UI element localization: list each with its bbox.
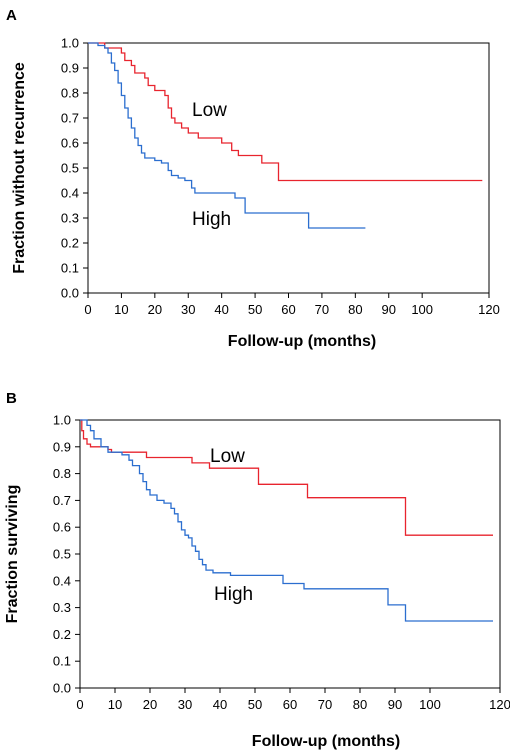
x-tick-label: 30 [181, 302, 195, 317]
y-tick-label: 0.1 [53, 654, 71, 669]
series-label-low: Low [192, 100, 227, 121]
y-tick-label: 0.6 [53, 520, 71, 535]
y-tick-label: 0.0 [53, 681, 71, 696]
x-tick-label: 90 [388, 697, 402, 712]
y-tick-label: 0.2 [53, 627, 71, 642]
chart-panel-a: A 0.0 0.1 0.2 0.3 0.4 0.5 0.6 0.7 0.8 0.9 1.0 0 10 20 3… [6, 7, 500, 350]
series-label-high: High [192, 209, 231, 230]
x-axis-title: Follow-up (months) [228, 333, 376, 350]
y-tick-label: 1.0 [61, 36, 79, 51]
km-curve-low [80, 419, 493, 536]
y-tick-label: 0.1 [61, 261, 79, 276]
y-tick-label: 0.9 [53, 439, 71, 454]
km-curve-high [80, 419, 493, 622]
y-tick-label: 0.5 [61, 161, 79, 176]
y-tick-label: 0.3 [61, 211, 79, 226]
x-tick-label: 30 [178, 697, 192, 712]
x-tick-label: 80 [348, 302, 362, 317]
x-tick-label: 10 [114, 302, 128, 317]
x-tick-label: 100 [419, 697, 441, 712]
x-tick-label: 40 [213, 697, 227, 712]
x-tick-label: 0 [84, 302, 91, 317]
x-tick-label: 60 [281, 302, 295, 317]
x-tick-label: 40 [214, 302, 228, 317]
y-tick-label: 0.3 [53, 600, 71, 615]
y-tick-label: 0.8 [53, 466, 71, 481]
x-tick-label: 90 [382, 302, 396, 317]
x-tick-label: 10 [108, 697, 122, 712]
plot-frame [79, 419, 501, 689]
x-tick-label: 50 [248, 302, 262, 317]
y-tick-label: 0.7 [61, 111, 79, 126]
x-tick-label: 120 [489, 697, 510, 712]
km-curve-low [88, 42, 483, 182]
y-tick-label: 0.9 [61, 61, 79, 76]
series-label-high: High [214, 584, 253, 605]
y-tick-label: 0.4 [53, 573, 71, 588]
x-axis-title: Follow-up (months) [252, 733, 400, 750]
x-tick-label: 80 [353, 697, 367, 712]
y-tick-label: 0.8 [61, 86, 79, 101]
x-tick-label: 50 [248, 697, 262, 712]
panel-letter: A [6, 7, 17, 24]
y-tick-label: 1.0 [53, 413, 71, 428]
y-tick-label: 0.6 [61, 136, 79, 151]
panel-letter: B [6, 390, 17, 407]
y-tick-label: 0.5 [53, 547, 71, 562]
y-axis-title: Fraction surviving [4, 485, 21, 624]
x-tick-label: 70 [318, 697, 332, 712]
x-tick-label: 60 [283, 697, 297, 712]
x-tick-label: 100 [411, 302, 433, 317]
y-tick-label: 0.2 [61, 236, 79, 251]
y-axis-title: Fraction without recurrence [11, 62, 28, 274]
chart-panel-b: B 0.0 0.1 0.2 0.3 0.4 0.5 0.6 0.7 0.8 0.9 1.0 0 10 20 3… [4, 390, 510, 750]
x-tick-label: 120 [478, 302, 500, 317]
x-tick-label: 20 [148, 302, 162, 317]
x-tick-label: 70 [315, 302, 329, 317]
y-tick-label: 0.0 [61, 286, 79, 301]
y-tick-label: 0.4 [61, 186, 79, 201]
x-tick-label: 20 [143, 697, 157, 712]
km-curve-high [88, 42, 366, 229]
y-tick-label: 0.7 [53, 493, 71, 508]
series-label-low: Low [210, 446, 245, 467]
x-tick-label: 0 [76, 697, 83, 712]
